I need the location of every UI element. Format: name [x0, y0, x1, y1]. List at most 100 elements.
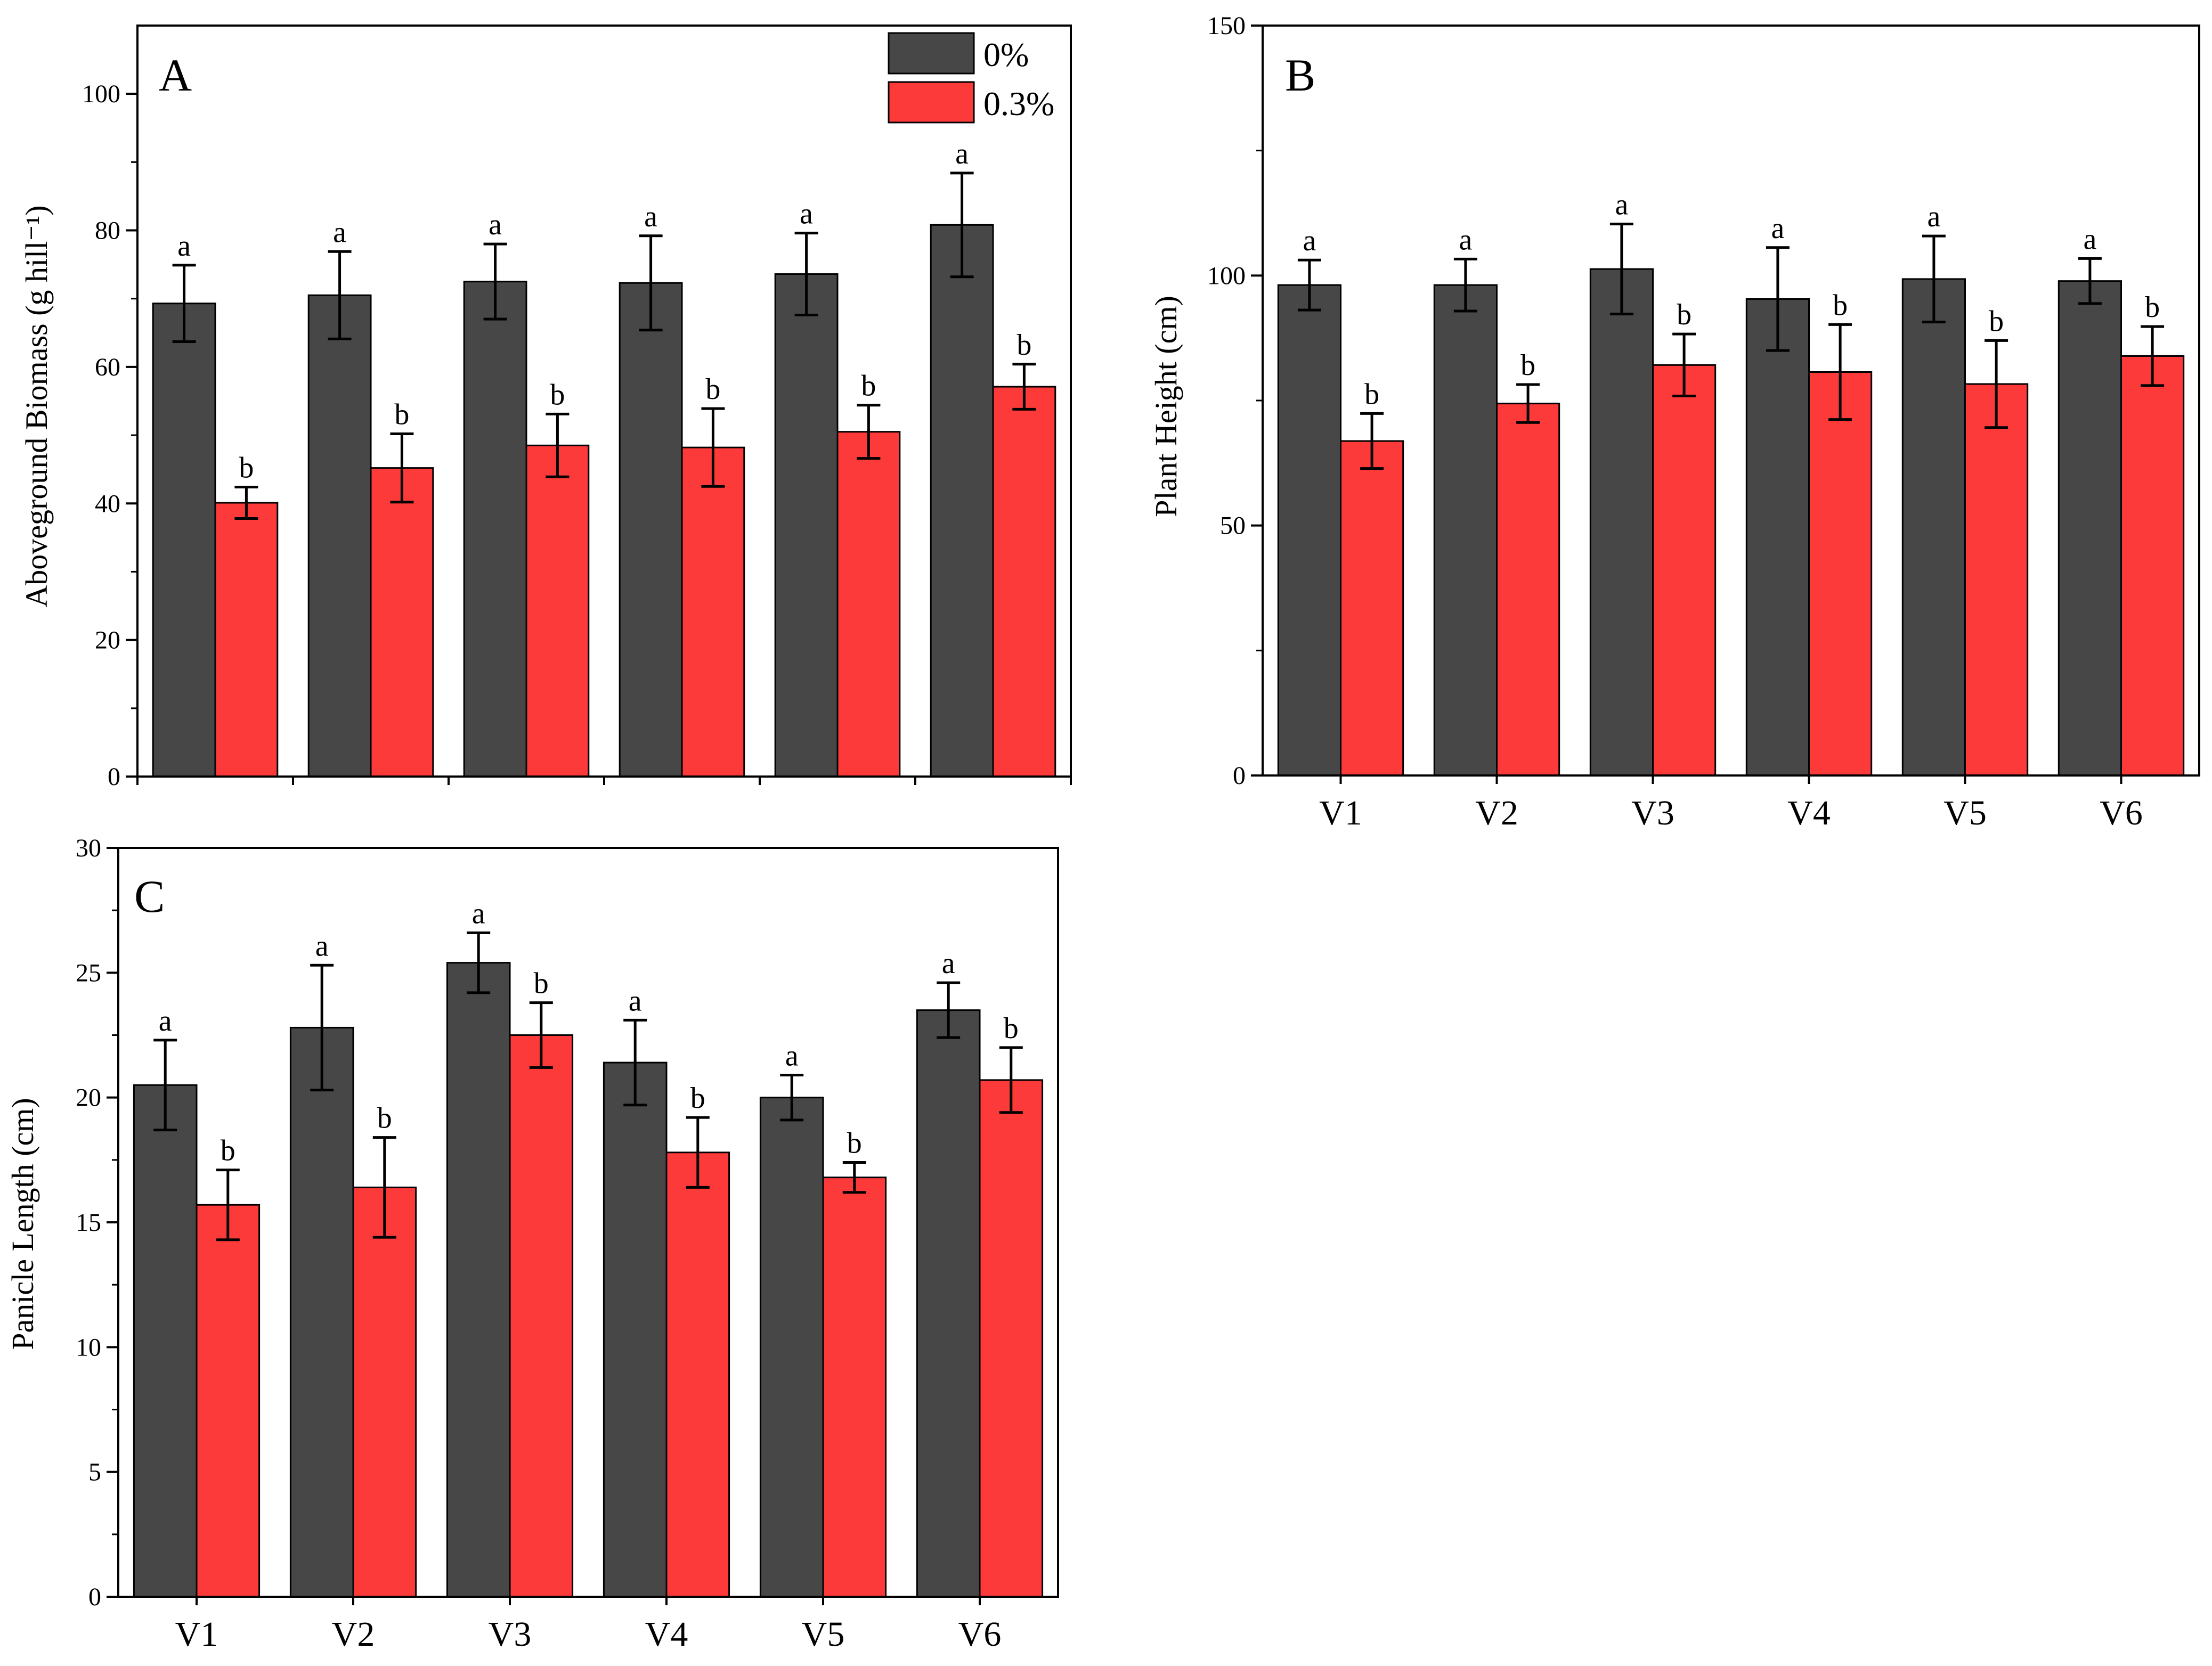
- panel-a-bar-control-v6: [930, 224, 994, 778]
- panel-a-chart: A Aboveground Biomass (g hill⁻¹) abababa…: [19, 24, 1072, 791]
- legend-swatch-control: [888, 32, 975, 75]
- panel-a-bar-treatment-v6: [992, 386, 1056, 778]
- panel-c-plot-area: a b V1 a b V2 a b V3 a b V4 a b V5 a b V6 0 5 10 15 20 25 30: [76, 834, 1059, 1654]
- panel-c-error-bar-control-v4: [623, 1018, 647, 1107]
- panel-a-sig-letter-treatment-v2: b: [394, 398, 409, 431]
- panel-c-x-tick-label-v6: V6: [958, 1615, 1002, 1654]
- panel-b-bar-treatment-v5: [1964, 383, 2029, 777]
- panel-c-sig-letter-control-v5: a: [785, 1039, 799, 1072]
- panel-b-bar-treatment-v3: [1652, 364, 1717, 777]
- panel-b-bar-treatment-v6: [2120, 355, 2185, 777]
- panel-b-x-tick-label-v5: V5: [1943, 794, 1987, 832]
- panel-b-error-bar-control-v4: [1766, 246, 1790, 352]
- panel-c-error-bar-treatment-v3: [529, 1001, 553, 1069]
- panel-c-error-bar-treatment-v2: [372, 1136, 396, 1239]
- panel-b-axes-frame: [1262, 24, 2200, 777]
- panel-c-bar-treatment-v5: [822, 1177, 887, 1598]
- panel-b-sig-letter-control-v5: a: [1927, 200, 1940, 233]
- panel-c-x-tick-label-v3: V3: [489, 1615, 532, 1654]
- panel-c-bar-treatment-v6: [979, 1079, 1044, 1598]
- panel-a-sig-letter-treatment-v5: b: [861, 370, 876, 403]
- panel-c-error-bar-control-v2: [310, 963, 334, 1092]
- panel-c-x-tick-label-v2: V2: [332, 1615, 375, 1654]
- panel-b-y-axis-title: Plant Height (cm): [1149, 296, 1183, 517]
- panel-a-y-axis-title: Aboveground Biomass (g hill⁻¹): [19, 205, 54, 607]
- panel-c-label: C: [134, 871, 165, 922]
- panel-b-error-bar-treatment-v3: [1672, 332, 1696, 398]
- panel-b-x-tick-label-v3: V3: [1631, 794, 1674, 832]
- panel-c-x-tick-label-v4: V4: [645, 1615, 688, 1654]
- panel-c-sig-letter-treatment-v6: b: [1004, 1012, 1019, 1045]
- panel-a-error-bar-control-v4: [639, 234, 663, 332]
- panel-a-y-tick-label: 0: [108, 763, 120, 791]
- panel-c-error-bar-control-v6: [937, 981, 961, 1039]
- panel-c-bar-control-v5: [759, 1097, 824, 1598]
- panel-c-error-bar-control-v1: [153, 1039, 177, 1132]
- panel-a-error-bar-treatment-v4: [701, 407, 725, 488]
- panel-c-sig-letter-treatment-v4: b: [690, 1082, 705, 1115]
- panel-c-bar-control-v2: [289, 1026, 354, 1598]
- panel-c-error-bar-treatment-v1: [216, 1169, 240, 1242]
- panel-b-x-tick-label-v1: V1: [1319, 794, 1362, 832]
- panel-b-bar-control-v4: [1745, 298, 1810, 777]
- panel-c-error-bar-treatment-v4: [686, 1116, 710, 1189]
- panel-a-sig-letter-treatment-v6: b: [1016, 329, 1031, 362]
- panel-a-sig-letter-treatment-v4: b: [705, 373, 720, 406]
- panel-a-error-bar-control-v3: [483, 242, 507, 321]
- panel-c-y-tick-label: 5: [88, 1458, 101, 1487]
- panel-b-error-bar-treatment-v4: [1828, 323, 1852, 421]
- panel-b-sig-letter-treatment-v3: b: [1677, 298, 1691, 331]
- panel-c-bar-treatment-v4: [665, 1152, 730, 1598]
- panel-b-y-tick-label: 50: [1220, 512, 1246, 540]
- panel-a-error-bar-treatment-v5: [857, 404, 881, 460]
- panel-b-sig-letter-treatment-v6: b: [2145, 291, 2160, 324]
- panel-c-bar-control-v4: [603, 1061, 668, 1598]
- panel-b-error-bar-control-v1: [1297, 258, 1321, 312]
- panel-b-sig-letter-control-v6: a: [2083, 223, 2096, 256]
- panel-c-y-tick-label: 0: [88, 1583, 101, 1611]
- panel-c-bar-treatment-v1: [196, 1204, 261, 1598]
- panel-c-error-bar-control-v5: [780, 1073, 804, 1122]
- legend-label-treatment: 0.3%: [983, 85, 1054, 123]
- panel-b-error-bar-treatment-v6: [2141, 325, 2165, 387]
- panel-b-bar-control-v2: [1433, 284, 1498, 777]
- panel-c-bar-control-v6: [916, 1009, 981, 1598]
- panel-a-sig-letter-control-v2: a: [333, 216, 346, 249]
- panel-a-y-tick-label: 40: [95, 489, 120, 518]
- panel-b-x-tick-label-v4: V4: [1787, 794, 1831, 832]
- panel-a-error-bar-control-v1: [172, 264, 196, 343]
- panel-b-error-bar-control-v2: [1453, 257, 1477, 313]
- panel-b-y-tick-label: 0: [1233, 762, 1246, 790]
- panel-a-error-bar-control-v5: [794, 232, 818, 316]
- panel-b-chart: B Plant Height (cm) a b V1 a b V2 a b V3 a b V4 a b V5…: [1149, 12, 2200, 832]
- panel-c-error-bar-treatment-v5: [842, 1161, 866, 1194]
- panel-c-error-bar-control-v3: [467, 931, 491, 994]
- panel-b-sig-letter-control-v2: a: [1459, 223, 1472, 256]
- panel-c-chart: C Panicle Length (cm) a b V1 a b V2 a b V3 a b V4 a b…: [5, 834, 1059, 1654]
- panel-b-y-tick-label: 150: [1207, 12, 1246, 40]
- panel-b-bar-control-v6: [2058, 280, 2122, 777]
- panel-a-error-bar-control-v6: [950, 172, 974, 279]
- panel-b-sig-letter-treatment-v2: b: [1520, 349, 1535, 382]
- legend-label-control: 0%: [983, 36, 1029, 74]
- panel-c-bar-treatment-v3: [509, 1034, 574, 1598]
- panel-b-plot-area: a b V1 a b V2 a b V3 a b V4 a b V5 a b V6 0 50 100 150: [1207, 12, 2200, 832]
- panel-b-y-tick-label: 100: [1207, 262, 1246, 290]
- panel-a-error-bar-treatment-v3: [546, 412, 570, 478]
- panel-a-bar-treatment-v5: [836, 431, 901, 778]
- panel-c-x-tick-label-v1: V1: [175, 1615, 218, 1654]
- panel-b-sig-letter-control-v4: a: [1771, 212, 1784, 245]
- panel-a-sig-letter-control-v3: a: [489, 208, 502, 241]
- panel-a-sig-letter-control-v4: a: [644, 200, 657, 233]
- panel-c-sig-letter-treatment-v5: b: [847, 1127, 862, 1160]
- legend: 0% 0.3%: [888, 32, 1054, 124]
- panel-a-bar-treatment-v2: [370, 467, 434, 778]
- panel-a-y-tick-label: 60: [95, 353, 120, 381]
- panel-c-y-tick-label: 15: [76, 1208, 101, 1237]
- panel-b-bar-treatment-v2: [1496, 403, 1560, 777]
- panel-c-sig-letter-treatment-v1: b: [221, 1134, 235, 1167]
- panel-a-bar-control-v2: [307, 294, 372, 778]
- panel-a-bar-treatment-v4: [681, 446, 745, 778]
- panel-a-y-tick-label: 100: [82, 80, 120, 108]
